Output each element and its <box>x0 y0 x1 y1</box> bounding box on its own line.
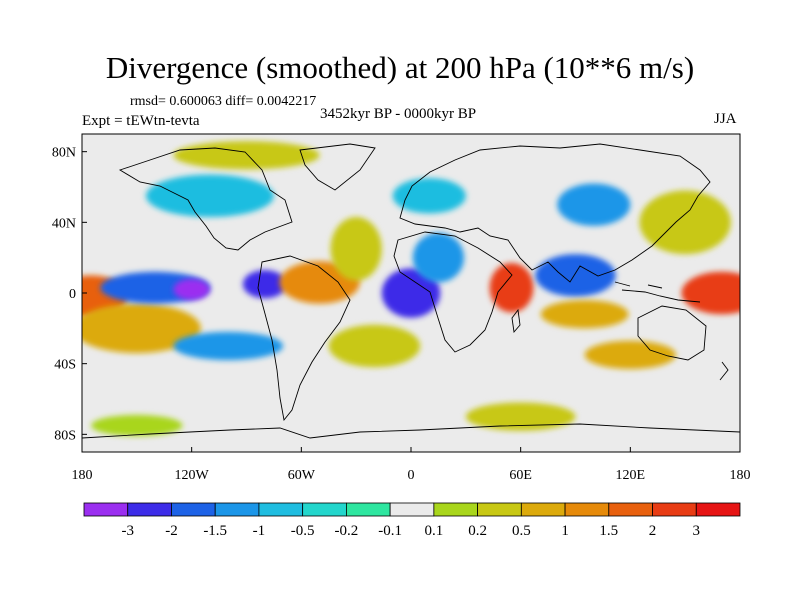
lon-tick-label: 60E <box>509 468 532 483</box>
lon-tick-label: 120E <box>616 468 646 483</box>
field-anomaly-10 <box>489 262 534 313</box>
field-anomaly-18 <box>328 324 421 368</box>
lat-tick-label: 40N <box>52 216 76 231</box>
lon-tick-label: 120W <box>175 468 210 483</box>
coast-antarctica <box>82 423 740 439</box>
coast-africa <box>393 231 513 353</box>
coast-eurasia <box>399 143 711 283</box>
season-label: JJA <box>714 111 737 127</box>
latitude-axis: 80N 40N 0 40S 80S <box>52 146 87 443</box>
lon-tick-label: 0 <box>408 468 415 483</box>
plot-title: Divergence (smoothed) at 200 hPa (10**6 … <box>105 50 695 85</box>
field-anomaly-14 <box>557 183 631 226</box>
lat-tick-label: 0 <box>69 287 76 302</box>
stats-line: rmsd= 0.600063 diff= 0.0042217 <box>130 94 317 109</box>
field-anomaly-21 <box>91 414 183 437</box>
longitude-axis: 180 120W 60W 0 60E 120E 180 <box>72 447 751 483</box>
lat-tick-label: 80S <box>54 428 76 443</box>
coast-new-zealand <box>719 361 729 381</box>
coast-madagascar <box>511 308 521 334</box>
field-anomaly-15 <box>145 174 274 218</box>
divergence-field <box>82 141 740 437</box>
period-label: 3452kyr BP - 0000kyr BP <box>320 106 477 122</box>
coastlines <box>82 143 740 439</box>
coast-indonesia <box>614 281 701 303</box>
field-anomaly-17 <box>392 178 466 214</box>
field-anomaly-12 <box>540 300 629 329</box>
field-anomaly-2 <box>82 303 201 354</box>
coast-greenland <box>299 143 376 191</box>
lon-tick-label: 180 <box>730 468 751 483</box>
field-anomaly-9 <box>412 232 465 283</box>
field-anomaly-20 <box>465 402 576 431</box>
coast-australia <box>637 305 707 361</box>
coast-south-america <box>257 255 351 422</box>
field-anomaly-5 <box>242 270 287 299</box>
experiment-label: Expt = tEWtn-tevta <box>82 113 200 129</box>
lon-tick-label: 60W <box>288 468 316 483</box>
field-anomaly-19 <box>173 331 284 361</box>
field-anomaly-4 <box>173 278 210 301</box>
field-anomaly-7 <box>330 217 382 281</box>
field-anomaly-22 <box>584 340 677 369</box>
field-anomaly-13 <box>639 190 731 255</box>
coast-north-america <box>118 147 293 251</box>
field-anomaly-0 <box>681 271 740 315</box>
field-anomaly-11 <box>535 254 616 297</box>
field-anomaly-16 <box>173 141 320 170</box>
lon-tick-label: 180 <box>72 468 93 483</box>
lat-tick-label: 80N <box>52 146 76 161</box>
lat-tick-label: 40S <box>54 358 76 373</box>
field-anomaly-8 <box>381 268 441 318</box>
